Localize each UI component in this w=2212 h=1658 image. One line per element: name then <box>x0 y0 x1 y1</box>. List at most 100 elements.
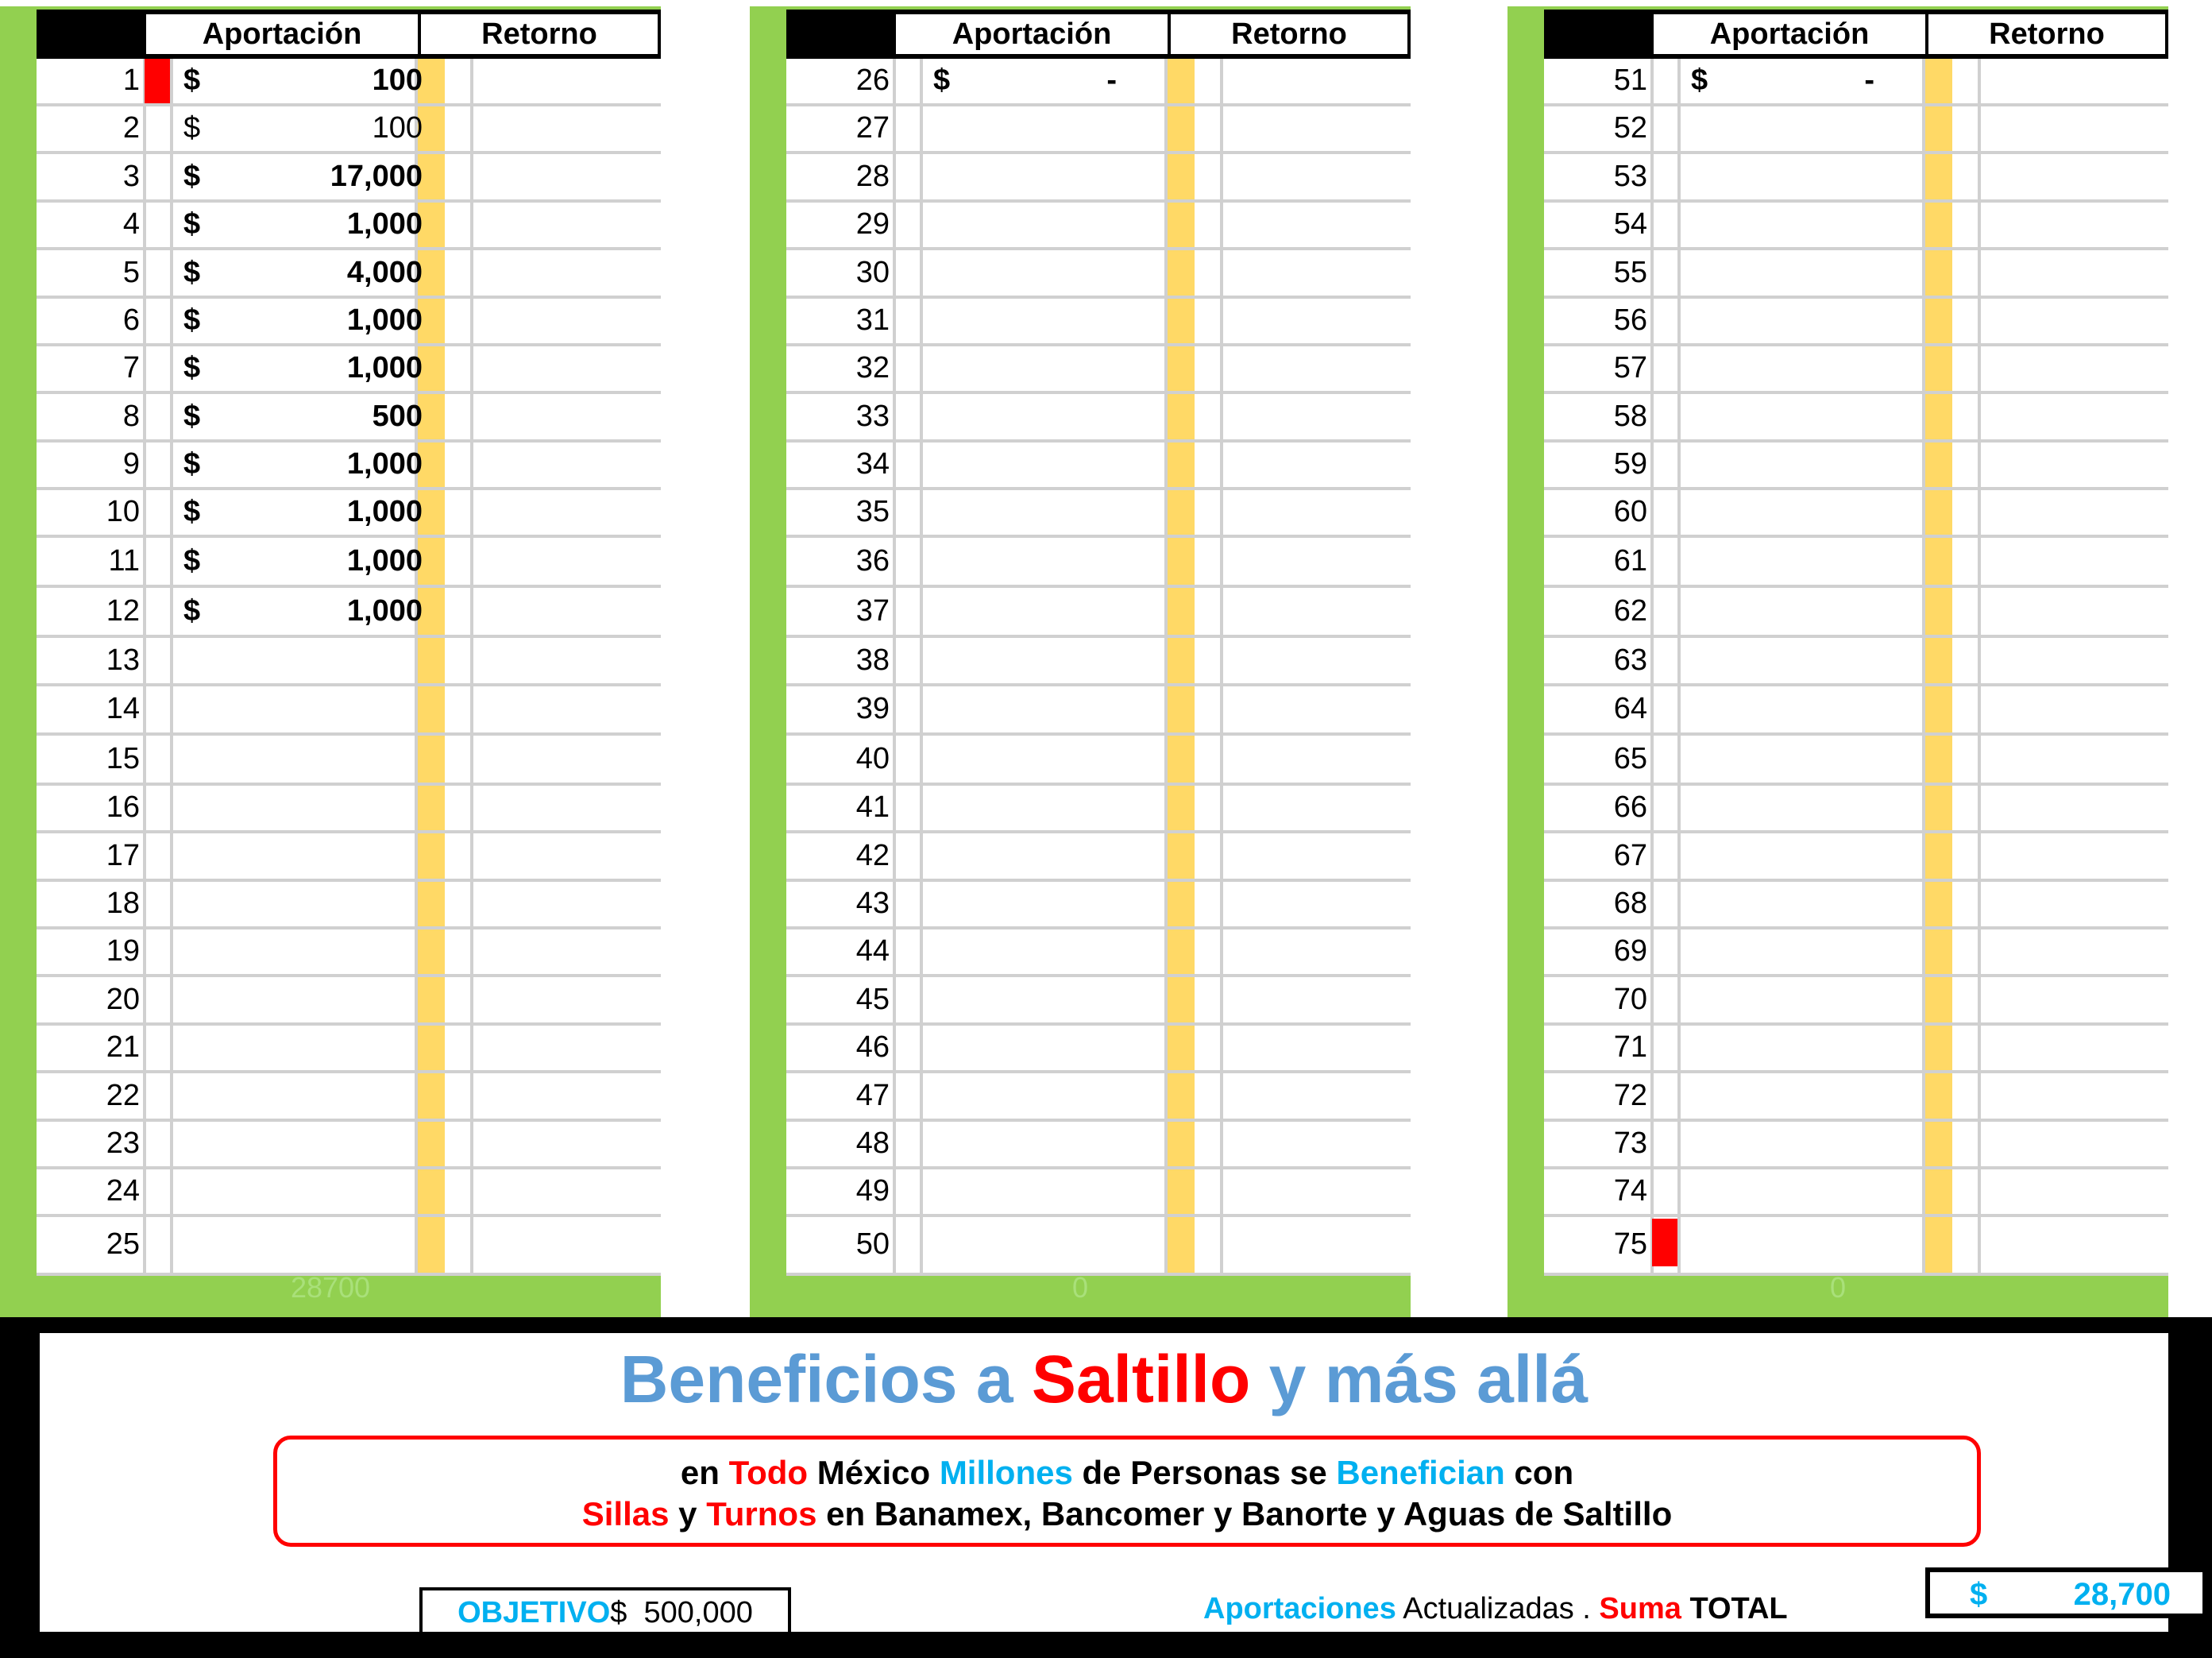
row-number: 73 <box>1613 1127 1647 1160</box>
row-number: 27 <box>855 111 890 145</box>
row-number: 74 <box>1613 1174 1647 1208</box>
row-number: 16 <box>106 790 140 824</box>
table-row: 38 <box>786 638 1411 686</box>
row-number: 56 <box>1613 303 1647 337</box>
benefit-text-segment: Sillas <box>581 1495 670 1532</box>
column-sum: 0 <box>1071 1271 1089 1304</box>
sheet-grid: 26 $ - 27 28 29 30 31 32 33 34 35 36 37 38 39 40 41 42 43 44… <box>786 59 1411 1276</box>
row-number: 26 <box>855 64 890 97</box>
table-row: 12 $1,000 <box>37 588 661 638</box>
suma-word: Suma <box>1599 1592 1681 1625</box>
table-row: 73 <box>1544 1122 2168 1169</box>
table-row: 7 $1,000 <box>37 346 661 394</box>
aportacion-amount: - <box>1106 64 1117 97</box>
table-row: 18 <box>37 882 661 929</box>
row-number: 51 <box>1613 64 1647 97</box>
table-row: 26 $ - <box>786 59 1411 106</box>
table-row: 54 <box>1544 203 2168 250</box>
grid-line <box>415 59 418 1276</box>
column-sum: 0 <box>1829 1271 1847 1304</box>
currency-sign: $ <box>183 111 201 145</box>
row-number: 15 <box>106 741 140 775</box>
table-row: 55 <box>1544 250 2168 299</box>
row-number: 40 <box>855 741 890 775</box>
currency-sign: $ <box>183 593 201 628</box>
currency-sign: $ <box>183 447 201 481</box>
row-number: 34 <box>855 447 890 481</box>
actualizadas-word: Actualizadas . <box>1396 1592 1600 1625</box>
row-number: 60 <box>1613 495 1647 528</box>
row-number: 12 <box>106 593 140 628</box>
row-number: 41 <box>855 790 890 824</box>
row-number: 42 <box>855 838 890 872</box>
grid-line <box>1978 59 1981 1276</box>
benefit-text-segment: en Banamex, Bancomer y Banorte y Aguas d… <box>816 1495 1673 1532</box>
row-number: 10 <box>106 495 140 528</box>
table-row: 30 <box>786 250 1411 299</box>
table-row: 62 <box>1544 588 2168 638</box>
benefit-text-segment: con <box>1504 1454 1574 1491</box>
row-number: 52 <box>1613 111 1647 145</box>
table-row: 29 <box>786 203 1411 250</box>
grid-line <box>920 59 923 1276</box>
aportacion-amount: 100 <box>372 111 423 145</box>
row-number: 48 <box>855 1127 890 1160</box>
table-row: 57 <box>1544 346 2168 394</box>
table-row: 63 <box>1544 638 2168 686</box>
banner-card: Beneficios a Saltillo y más allá en Todo… <box>40 1333 2168 1638</box>
row-number: 14 <box>106 692 140 725</box>
title-city: Saltillo <box>1031 1342 1251 1416</box>
table-row: 52 <box>1544 106 2168 154</box>
row-number: 57 <box>1613 351 1647 385</box>
header-aportacion: Aportación <box>143 11 421 57</box>
benefit-text-segment: Todo <box>728 1454 809 1491</box>
row-number: 37 <box>855 593 890 628</box>
row-number: 29 <box>855 207 890 241</box>
table-row: 13 <box>37 638 661 686</box>
grid-line <box>170 59 173 1276</box>
row-number: 22 <box>106 1078 140 1112</box>
row-number: 21 <box>106 1030 140 1064</box>
currency-sign: $ <box>933 64 951 97</box>
grid-line <box>1164 59 1168 1276</box>
total-word: TOTAL <box>1681 1592 1788 1625</box>
row-number: 4 <box>122 207 140 241</box>
row-number: 32 <box>855 351 890 385</box>
row-number: 70 <box>1613 982 1647 1016</box>
row-number: 67 <box>1613 838 1647 872</box>
grid-line <box>143 59 146 1276</box>
row-number: 19 <box>106 934 140 968</box>
table-row: 69 <box>1544 929 2168 977</box>
grid-line <box>1650 59 1654 1276</box>
table-row: 59 <box>1544 443 2168 490</box>
table-row: 19 <box>37 929 661 977</box>
row-number: 75 <box>1613 1227 1647 1261</box>
row-number: 61 <box>1613 543 1647 578</box>
row-number: 9 <box>122 447 140 481</box>
row-number: 5 <box>122 255 140 289</box>
aportacion-amount: 4,000 <box>346 255 423 289</box>
table-row: 53 <box>1544 154 2168 203</box>
banner-area: Beneficios a Saltillo y más allá en Todo… <box>0 1317 2212 1658</box>
table-row: 3 $17,000 <box>37 154 661 203</box>
table-row: 4 $1,000 <box>37 203 661 250</box>
aportacion-amount: 17,000 <box>330 159 423 193</box>
aportacion-amount: 100 <box>372 64 423 97</box>
currency-sign: $ <box>183 207 201 241</box>
table-row: 48 <box>786 1122 1411 1169</box>
aportaciones-word: Aportaciones <box>1203 1592 1396 1625</box>
total-value: 28,700 <box>2073 1577 2171 1612</box>
row-number: 49 <box>855 1174 890 1208</box>
row-number: 6 <box>122 303 140 337</box>
table-row: 31 <box>786 299 1411 346</box>
table-row: 17 <box>37 833 661 882</box>
row-number: 39 <box>855 692 890 725</box>
table-row: 34 <box>786 443 1411 490</box>
table-row: 39 <box>786 686 1411 736</box>
table-row: 45 <box>786 977 1411 1026</box>
aportacion-amount: 1,000 <box>346 351 423 385</box>
aportacion-amount: - <box>1864 64 1874 97</box>
table-row: 33 <box>786 394 1411 443</box>
benefit-text-segment: Turnos <box>706 1495 817 1532</box>
table-row: 70 <box>1544 977 2168 1026</box>
